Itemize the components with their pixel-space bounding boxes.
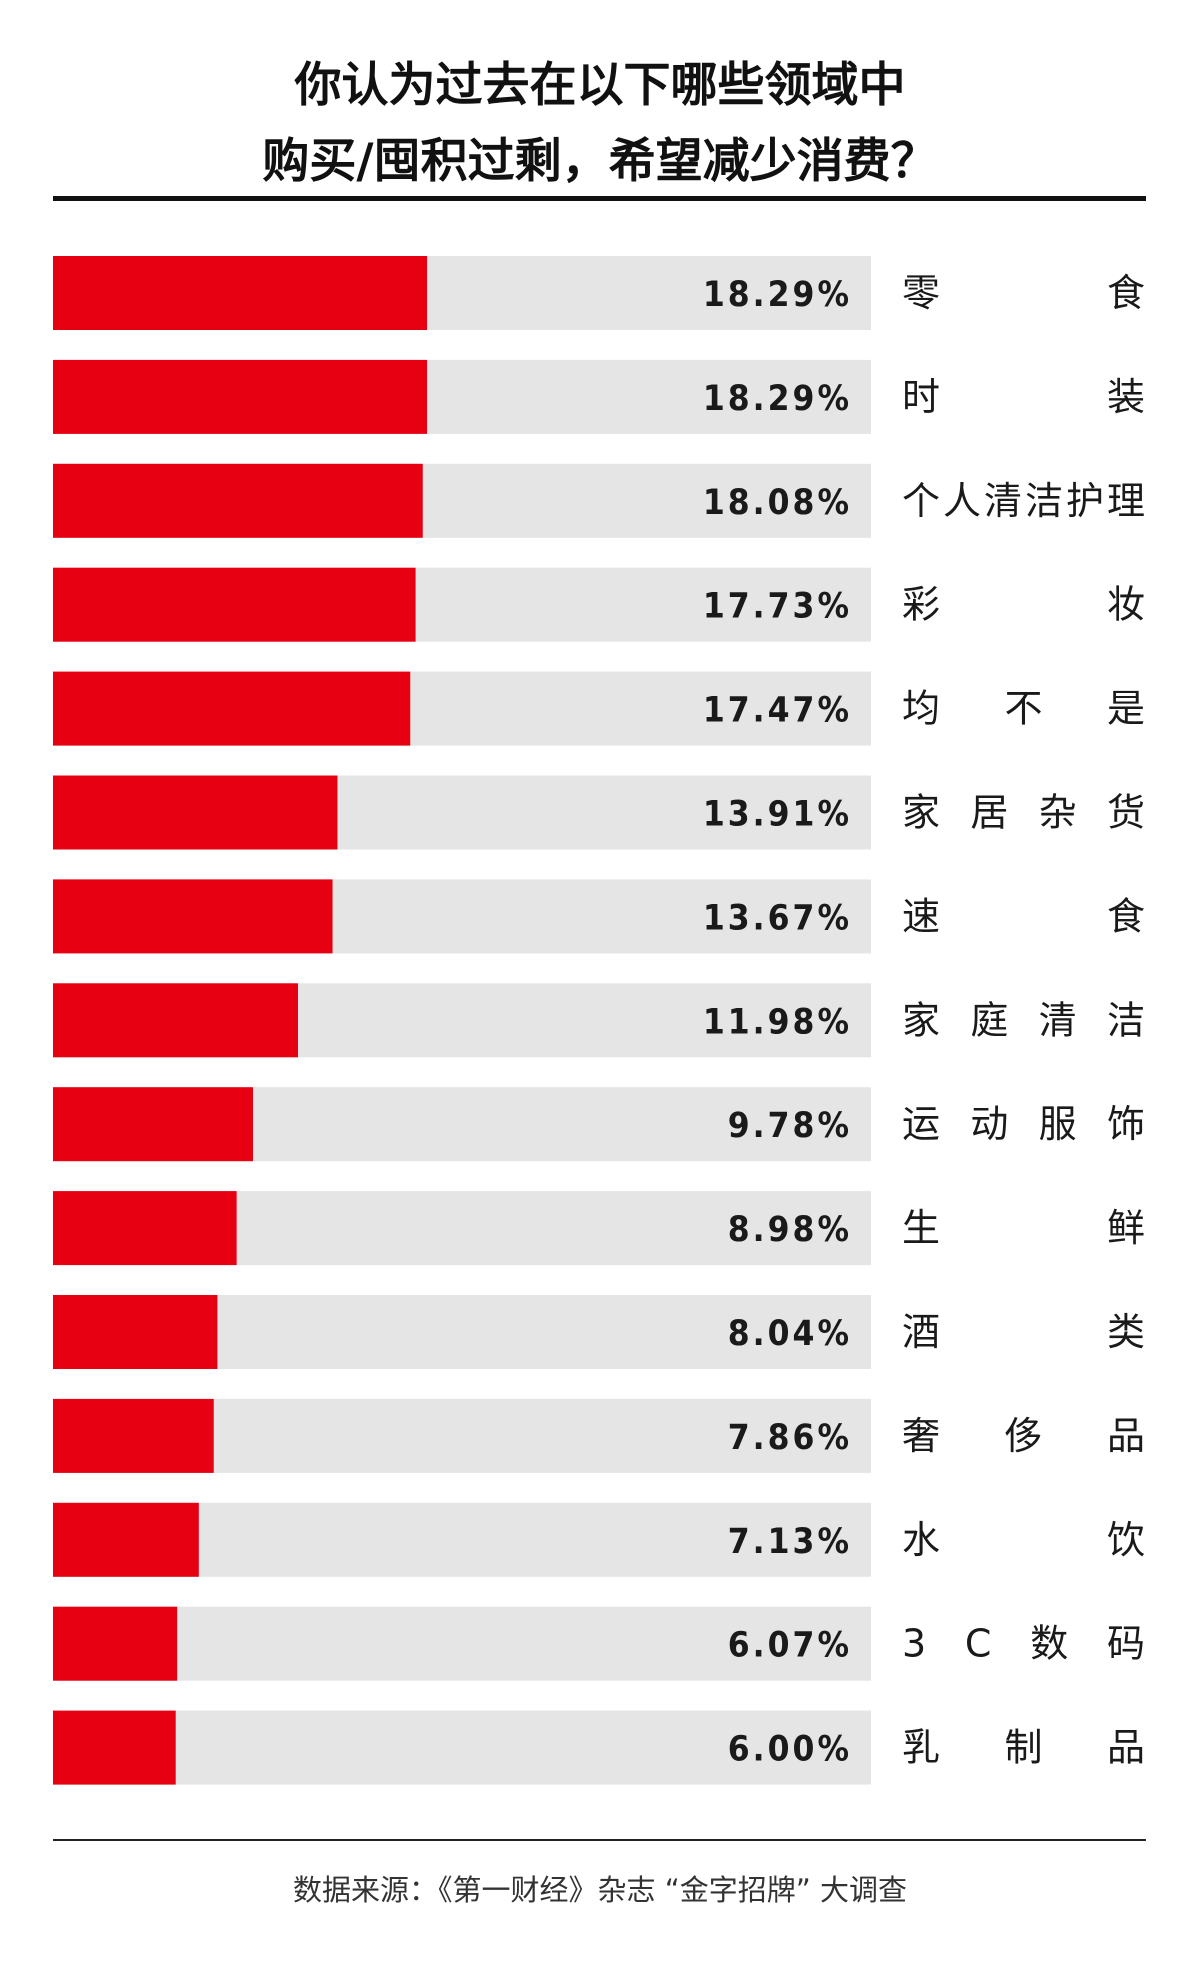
category-label: 时装 [902, 375, 1145, 419]
bar-value-label: 7.13% [728, 1522, 852, 1562]
category-label: 3C数码 [902, 1622, 1145, 1666]
bar-value-label: 9.78% [728, 1106, 852, 1146]
bar-track [53, 1606, 871, 1681]
bar [53, 983, 298, 1058]
category-label: 速食 [902, 894, 1145, 938]
top-divider [53, 196, 1146, 201]
bar [53, 1087, 254, 1162]
bar-value-label: 17.73% [703, 587, 852, 627]
bar [53, 671, 411, 746]
bar-value-label: 8.04% [728, 1314, 852, 1354]
bar-value-label: 17.47% [703, 691, 852, 731]
category-label: 水饮 [902, 1518, 1145, 1562]
bar [53, 567, 416, 642]
category-label: 家居杂货 [902, 791, 1145, 835]
bottom-divider [53, 1839, 1146, 1841]
bar-value-label: 8.98% [728, 1210, 852, 1250]
chart-title-line-1: 你认为过去在以下哪些领域中 [294, 58, 906, 113]
bar-value-label: 13.67% [703, 898, 852, 938]
bar [53, 256, 428, 330]
category-label: 生鲜 [902, 1206, 1145, 1250]
category-label: 均不是 [902, 687, 1145, 731]
category-label: 酒类 [902, 1310, 1145, 1354]
bar [53, 463, 423, 538]
category-label: 零食 [902, 271, 1145, 315]
bar [53, 1398, 214, 1473]
bar [53, 359, 428, 434]
source-note: 数据来源：《第一财经》杂志 “金字招牌” 大调查 [293, 1873, 907, 1907]
chart-title-line-2: 购买/囤积过剩，希望减少消费？ [262, 134, 938, 189]
bar-track [53, 1710, 871, 1785]
bar-value-label: 18.29% [703, 275, 852, 315]
category-label: 彩妆 [902, 583, 1145, 627]
bar-value-label: 18.29% [703, 379, 852, 419]
bar [53, 1191, 237, 1266]
category-label: 乳制品 [902, 1726, 1145, 1770]
bar-value-label: 6.00% [728, 1730, 852, 1770]
category-label: 个人清洁护理 [902, 479, 1145, 523]
bar-value-label: 7.86% [728, 1418, 852, 1458]
bar [53, 879, 333, 954]
bar [53, 1502, 199, 1577]
bar-value-label: 6.07% [728, 1626, 852, 1666]
bar-value-label: 13.91% [703, 795, 852, 835]
bar [53, 1710, 176, 1785]
bar [53, 1295, 218, 1369]
category-label: 奢侈品 [902, 1414, 1145, 1458]
category-label: 运动服饰 [902, 1102, 1145, 1146]
bar-value-label: 18.08% [703, 483, 852, 523]
category-label: 家庭清洁 [902, 998, 1145, 1042]
bar-value-label: 11.98% [703, 1002, 852, 1042]
bar [53, 775, 338, 850]
chart-title: 你认为过去在以下哪些领域中 购买/囤积过剩，希望减少消费？ [0, 48, 1200, 200]
bar [53, 1606, 178, 1681]
